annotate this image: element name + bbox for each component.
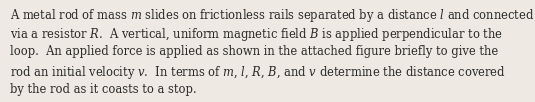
Text: by the rod as it coasts to a stop.: by the rod as it coasts to a stop. — [10, 83, 196, 96]
Text: via a resistor $R$.  A vertical, uniform magnetic field $B$ is applied perpendic: via a resistor $R$. A vertical, uniform … — [10, 26, 502, 43]
Text: loop.  An applied force is applied as shown in the attached figure briefly to gi: loop. An applied force is applied as sho… — [10, 45, 498, 58]
Text: rod an initial velocity $v$.  In terms of $m$, $l$, $R$, $B$, and $v$ determine : rod an initial velocity $v$. In terms of… — [10, 64, 506, 81]
Text: A metal rod of mass $m$ slides on frictionless rails separated by a distance $l$: A metal rod of mass $m$ slides on fricti… — [10, 7, 534, 24]
